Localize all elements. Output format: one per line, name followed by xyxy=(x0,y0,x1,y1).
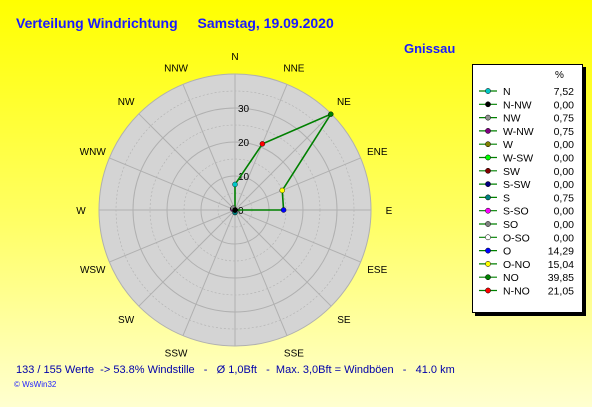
legend-marker-S-SW xyxy=(485,181,491,187)
legend-label-W-NW: W-NW xyxy=(503,126,534,138)
direction-label-NW: NW xyxy=(118,97,135,108)
direction-label-SW: SW xyxy=(118,315,135,326)
legend-label-O: O xyxy=(503,246,511,258)
legend-marker-SW xyxy=(485,167,491,174)
direction-label-SSE: SSE xyxy=(284,348,304,359)
direction-label-NE: NE xyxy=(337,97,351,108)
legend-label-O-SO: O-SO xyxy=(503,232,530,244)
legend-label-S-SW: S-SW xyxy=(503,179,531,191)
legend-label-NW: NW xyxy=(503,113,521,125)
legend-marker-O xyxy=(485,247,491,254)
legend-marker-O-NO xyxy=(485,261,491,267)
data-point-N xyxy=(232,181,238,188)
legend-value-O-NO: 15,04 xyxy=(548,259,574,271)
legend-value-W-SW: 0,00 xyxy=(554,153,575,165)
legend-label-N: N xyxy=(503,86,511,98)
station-name: Gnissau xyxy=(404,41,456,56)
legend-svg: % N 7,52 N-NW 0,00 NW 0,75 W-NW 0,75 W 0,00 W-SW 0,0… xyxy=(479,70,575,298)
legend-label-W-SW: W-SW xyxy=(503,153,533,165)
legend-label-W: W xyxy=(503,139,513,151)
direction-label-N: N xyxy=(231,52,238,63)
direction-label-W: W xyxy=(76,206,86,217)
legend-marker-SO xyxy=(485,221,491,227)
direction-label-ESE: ESE xyxy=(367,265,387,276)
legend-value-SW: 0,00 xyxy=(554,166,575,178)
legend-label-S-SO: S-SO xyxy=(503,206,529,218)
spoke-SW xyxy=(138,209,236,307)
legend-value-O: 14,29 xyxy=(548,246,574,258)
legend-value-NO: 39,85 xyxy=(548,272,574,284)
radial-tick-30: 30 xyxy=(238,104,250,115)
legend-label-SW: SW xyxy=(503,166,520,178)
radial-tick-20: 20 xyxy=(238,138,250,149)
legend-value-O-SO: 0,00 xyxy=(554,232,575,244)
wind-rose-chart: NNNENEENEEESESESSESSSWSWWSWWWNWNWNNW0102… xyxy=(76,52,393,359)
spoke-NE xyxy=(234,113,332,211)
data-point-ENE xyxy=(279,187,285,194)
spoke-ESE xyxy=(234,209,361,263)
legend-value-S-SO: 0,00 xyxy=(554,206,575,218)
legend-value-S-SW: 0,00 xyxy=(554,179,575,191)
legend-label-O-NO: O-NO xyxy=(503,259,530,271)
direction-label-SE: SE xyxy=(337,315,351,326)
spoke-NNW xyxy=(182,84,236,211)
legend-label-S: S xyxy=(503,192,510,204)
legend-marker-W-NW xyxy=(485,128,491,134)
legend-marker-NW xyxy=(485,114,491,121)
title-text: Verteilung Windrichtung xyxy=(16,15,178,31)
legend-value-W: 0,00 xyxy=(554,139,575,151)
legend-marker-N xyxy=(485,88,491,94)
spoke-SSW xyxy=(182,209,236,336)
direction-label-NNW: NNW xyxy=(164,64,188,75)
legend-value-N-NW: 0,00 xyxy=(554,99,575,111)
legend-marker-W xyxy=(485,141,491,148)
spoke-WSW xyxy=(109,209,236,263)
legend-marker-NO xyxy=(485,274,491,281)
spoke-SE xyxy=(234,209,332,307)
legend: % N 7,52 N-NW 0,00 NW 0,75 W-NW 0,75 W 0,00 W-SW 0,0… xyxy=(472,64,583,313)
spoke-ENE xyxy=(234,157,361,211)
direction-label-NNE: NNE xyxy=(283,64,304,75)
legend-marker-O-SO xyxy=(485,234,491,241)
data-point-E xyxy=(280,207,287,213)
legend-marker-S xyxy=(485,194,491,201)
data-point-NNE xyxy=(259,141,266,147)
legend-value-W-NW: 0,75 xyxy=(554,126,575,138)
legend-label-N-NO: N-NO xyxy=(503,286,530,298)
direction-label-SSW: SSW xyxy=(165,348,188,359)
direction-label-WSW: WSW xyxy=(80,265,106,276)
legend-value-NW: 0,75 xyxy=(554,113,575,125)
legend-label-N-NW: N-NW xyxy=(503,99,532,111)
spoke-SSE xyxy=(234,209,288,336)
credit-text: © WsWin32 xyxy=(14,380,57,389)
title-date: Samstag, 19.09.2020 xyxy=(197,15,334,31)
footer-stats: 133 / 155 Werte -> 53.8% Windstille - Ø … xyxy=(16,364,455,376)
radial-tick-0: 0 xyxy=(238,206,244,217)
spoke-NW xyxy=(138,113,236,211)
legend-marker-N-NO xyxy=(485,287,491,294)
legend-label-SO: SO xyxy=(503,219,518,231)
direction-label-ENE: ENE xyxy=(367,147,388,158)
legend-marker-S-SO xyxy=(485,207,491,214)
legend-value-N: 7,52 xyxy=(554,86,575,98)
data-point-NE xyxy=(328,111,334,117)
chart-title: Verteilung Windrichtung Samstag, 19.09.2… xyxy=(16,15,350,31)
legend-marker-W-SW xyxy=(485,154,491,161)
direction-label-WNW: WNW xyxy=(80,147,107,158)
legend-marker-N-NW xyxy=(485,101,491,108)
legend-header: % xyxy=(555,70,564,81)
spoke-WNW xyxy=(109,157,236,211)
data-point-NNW xyxy=(232,207,238,213)
radial-tick-10: 10 xyxy=(238,172,250,183)
direction-label-E: E xyxy=(386,206,393,217)
legend-value-SO: 0,00 xyxy=(554,219,575,231)
legend-label-NO: NO xyxy=(503,272,519,284)
legend-value-N-NO: 21,05 xyxy=(548,286,574,298)
legend-value-S: 0,75 xyxy=(554,192,575,204)
